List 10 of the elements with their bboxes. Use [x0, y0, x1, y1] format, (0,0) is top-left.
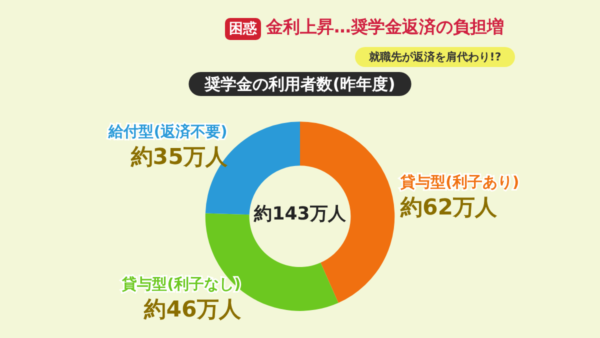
slice-label: 貸与型(利子あり): [400, 172, 520, 191]
text: 困惑: [229, 21, 258, 37]
text: 金利上昇…奨学金返済の負担増: [265, 16, 504, 38]
data-label: 約35万人: [130, 144, 228, 170]
slice-label: 給付型(返済不要): [108, 122, 228, 140]
text: 約143万人: [253, 204, 347, 224]
data-label: 約62万人: [400, 195, 498, 220]
chart-title: 奨学金の利用者数(昨年度): [204, 74, 396, 94]
text: 就職先が返済を肩代わり!?: [368, 50, 502, 64]
data-label: 約46万人: [143, 298, 242, 323]
